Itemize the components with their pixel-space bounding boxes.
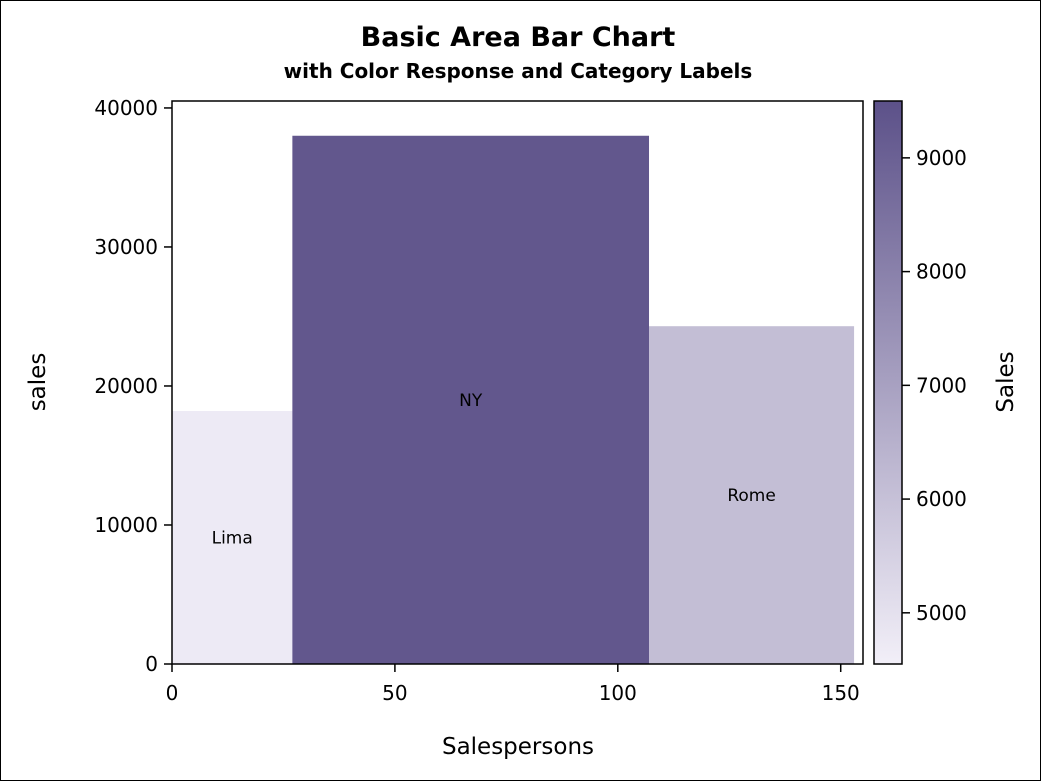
colorbar-label: Sales <box>993 351 1019 412</box>
x-tick-label: 100 <box>599 681 637 705</box>
chart-title: Basic Area Bar Chart <box>361 22 676 53</box>
chart-subtitle: with Color Response and Category Labels <box>284 59 753 83</box>
y-tick-label: 20000 <box>94 374 158 398</box>
bar-rome <box>649 326 855 664</box>
bar-label-lima: Lima <box>212 528 253 548</box>
y-tick-label: 0 <box>145 652 158 676</box>
colorbar-tick-label: 9000 <box>916 146 967 170</box>
x-axis: 0 50 100 150 <box>166 664 860 705</box>
y-tick-label: 10000 <box>94 513 158 537</box>
bar-ny <box>292 135 650 665</box>
colorbar-tick-label: 7000 <box>916 373 967 397</box>
y-tick-label: 40000 <box>94 96 158 120</box>
bars: Lima NY Rome <box>172 135 855 665</box>
y-axis: 0 10000 20000 30000 40000 <box>94 96 172 676</box>
bar-label-ny: NY <box>459 391 483 411</box>
colorbar <box>873 100 903 665</box>
colorbar-axis: 5000 6000 7000 8000 9000 <box>902 146 967 625</box>
colorbar-tick-label: 8000 <box>916 260 967 284</box>
colorbar-tick-label: 5000 <box>916 601 967 625</box>
x-tick-label: 150 <box>822 681 860 705</box>
x-tick-label: 0 <box>166 681 179 705</box>
x-tick-label: 50 <box>382 681 407 705</box>
bar-lima <box>172 410 293 664</box>
y-axis-label: sales <box>25 353 51 412</box>
plot-area <box>171 100 864 665</box>
bar-label-rome: Rome <box>727 486 775 506</box>
x-axis-label: Salespersons <box>442 734 594 760</box>
y-tick-label: 30000 <box>94 235 158 259</box>
colorbar-tick-label: 6000 <box>916 487 967 511</box>
